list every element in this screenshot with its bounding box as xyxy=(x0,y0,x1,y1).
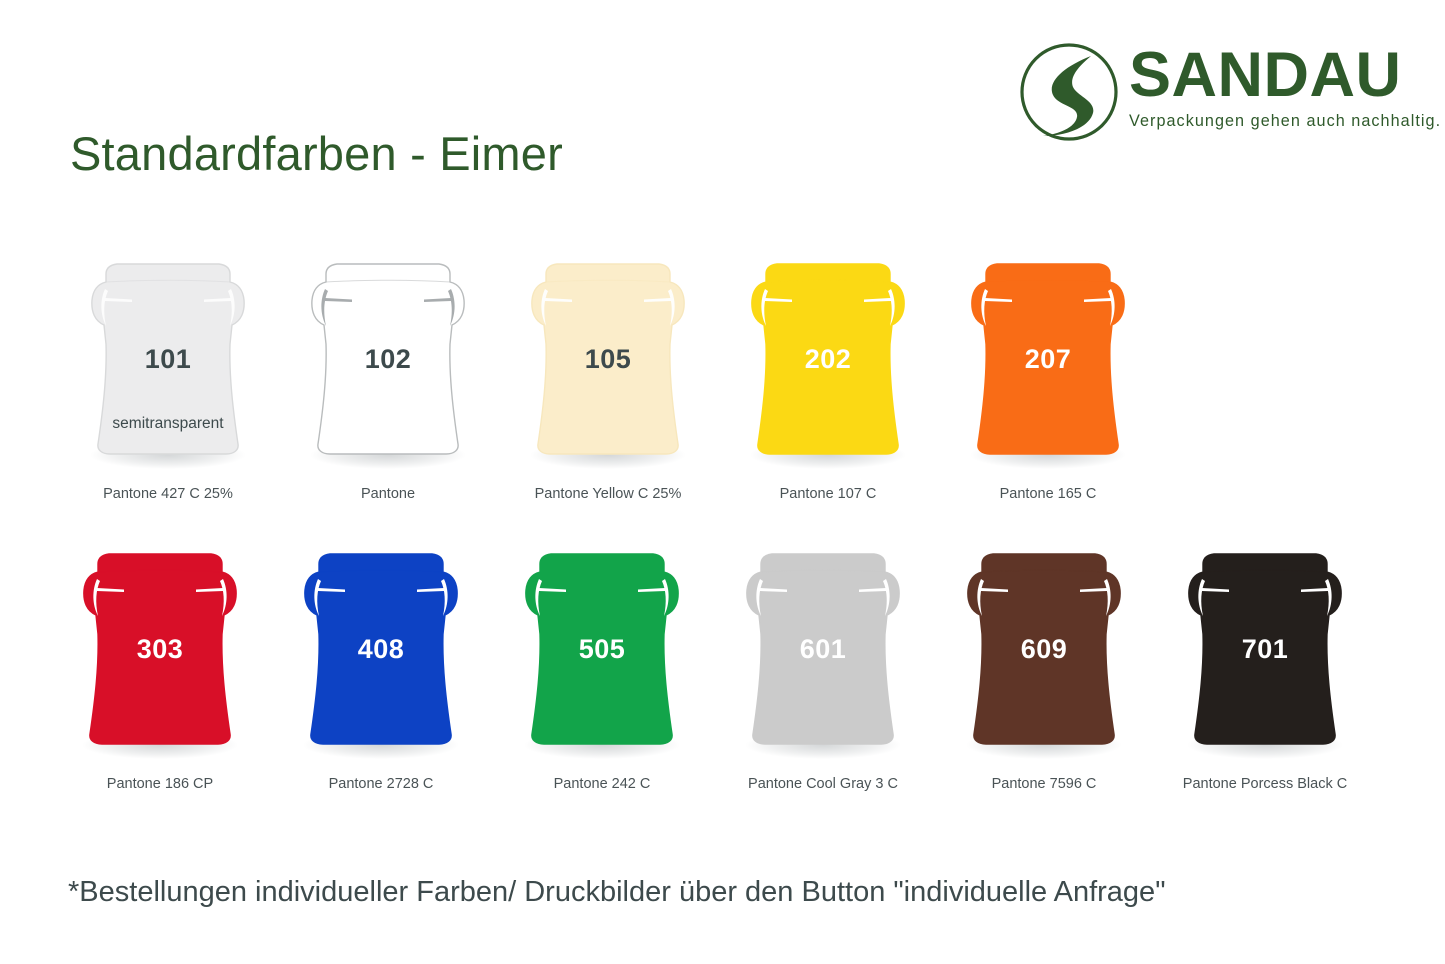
bucket-graphic xyxy=(303,553,459,759)
bucket-illustration: 202 xyxy=(713,258,943,470)
bucket-illustration: 609 xyxy=(929,548,1159,760)
bucket-illustration: 303 xyxy=(45,548,275,760)
bucket-graphic xyxy=(745,553,901,759)
bucket-pantone-caption: Pantone 165 C xyxy=(999,486,1097,502)
bucket-pantone-caption: Pantone 427 C 25% xyxy=(103,486,233,502)
bucket-illustration: 101 semitransparent xyxy=(53,258,283,470)
brand-name: SANDAU xyxy=(1129,40,1402,110)
bucket-illustration: 207 xyxy=(933,258,1163,470)
bucket-swatch-601[interactable]: 601 Pantone Cool Gray 3 C xyxy=(708,548,938,792)
footnote-text: *Bestellungen individueller Farben/ Druc… xyxy=(68,876,1166,908)
bucket-graphic xyxy=(970,263,1126,469)
bucket-pantone-caption: Pantone Yellow C 25% xyxy=(534,486,682,502)
bucket-swatch-701[interactable]: 701 Pantone Porcess Black C xyxy=(1150,548,1380,792)
bucket-illustration: 601 xyxy=(708,548,938,760)
bucket-swatch-303[interactable]: 303 Pantone 186 CP xyxy=(45,548,275,792)
bucket-swatch-408[interactable]: 408 Pantone 2728 C xyxy=(266,548,496,792)
bucket-pantone-caption: Pantone 2728 C xyxy=(328,776,434,792)
bucket-graphic xyxy=(750,263,906,469)
bucket-pantone-caption: Pantone xyxy=(360,486,416,502)
bucket-swatch-505[interactable]: 505 Pantone 242 C xyxy=(487,548,717,792)
bucket-swatch-609[interactable]: 609 Pantone 7596 C xyxy=(929,548,1159,792)
sandau-swoosh-logo-icon xyxy=(1020,43,1118,141)
bucket-pantone-caption: Pantone Porcess Black C xyxy=(1182,776,1348,792)
bucket-pantone-caption: Pantone 242 C xyxy=(553,776,651,792)
bucket-swatch-105[interactable]: 105 Pantone Yellow C 25% xyxy=(493,258,723,502)
bucket-row-1: 101 semitransparent Pantone 427 C 25% 102 Pa… xyxy=(0,258,1445,548)
bucket-illustration: 408 xyxy=(266,548,496,760)
bucket-graphic xyxy=(310,263,466,469)
bucket-graphic xyxy=(966,553,1122,759)
bucket-pantone-caption: Pantone 107 C xyxy=(779,486,877,502)
bucket-pantone-caption: Pantone 186 CP xyxy=(106,776,214,792)
bucket-row-2: 303 Pantone 186 CP 408 Pantone 2728 C 505 Pan… xyxy=(0,548,1445,838)
bucket-graphic xyxy=(530,263,686,469)
bucket-graphic xyxy=(90,263,246,469)
bucket-graphic xyxy=(524,553,680,759)
bucket-illustration: 505 xyxy=(487,548,717,760)
bucket-illustration: 105 xyxy=(493,258,723,470)
color-swatch-grid: 101 semitransparent Pantone 427 C 25% 102 Pa… xyxy=(0,258,1445,838)
brand-logo: SANDAU Verpackungen gehen auch nachhalti… xyxy=(1017,38,1442,148)
bucket-swatch-202[interactable]: 202 Pantone 107 C xyxy=(713,258,943,502)
bucket-graphic xyxy=(82,553,238,759)
bucket-swatch-101[interactable]: 101 semitransparent Pantone 427 C 25% xyxy=(53,258,283,502)
page-title: Standardfarben - Eimer xyxy=(70,127,563,180)
bucket-graphic xyxy=(1187,553,1343,759)
bucket-swatch-102[interactable]: 102 Pantone xyxy=(273,258,503,502)
bucket-pantone-caption: Pantone Cool Gray 3 C xyxy=(748,776,898,792)
bucket-pantone-caption: Pantone 7596 C xyxy=(991,776,1097,792)
bucket-illustration: 701 xyxy=(1150,548,1380,760)
brand-tagline: Verpackungen gehen auch nachhaltig. xyxy=(1129,112,1442,130)
bucket-swatch-207[interactable]: 207 Pantone 165 C xyxy=(933,258,1163,502)
bucket-illustration: 102 xyxy=(273,258,503,470)
